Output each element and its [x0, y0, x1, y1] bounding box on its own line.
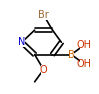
Text: N: N	[18, 37, 25, 47]
FancyBboxPatch shape	[39, 10, 48, 20]
Text: O: O	[40, 65, 47, 75]
Text: B: B	[68, 50, 75, 60]
Text: OH: OH	[77, 59, 92, 69]
FancyBboxPatch shape	[41, 65, 46, 74]
FancyBboxPatch shape	[80, 40, 88, 50]
FancyBboxPatch shape	[69, 50, 74, 59]
Text: OH: OH	[77, 40, 92, 50]
FancyBboxPatch shape	[19, 38, 25, 47]
FancyBboxPatch shape	[80, 59, 88, 69]
Text: Br: Br	[38, 10, 49, 20]
